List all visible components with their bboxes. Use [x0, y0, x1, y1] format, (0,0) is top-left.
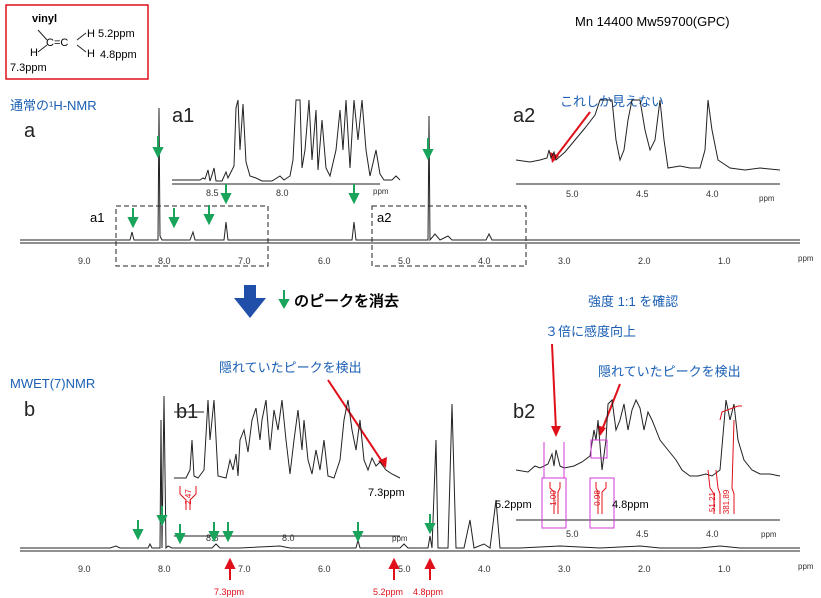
b2-integral-4: 381.89	[722, 489, 731, 514]
a-tick-2: 2.0	[638, 256, 651, 266]
panel-a-box2-label: a2	[377, 210, 391, 225]
b-tick-7: 7.0	[238, 564, 251, 574]
panel-a-label: a	[24, 120, 36, 142]
b1-ppm: ppm	[392, 534, 408, 543]
b-tick-5: 5.0	[398, 564, 411, 574]
vinyl-title: vinyl	[32, 13, 57, 25]
b-tick-9: 9.0	[78, 564, 91, 574]
panel-a-axis-ticks: 9.0 8.0 7.0 6.0 5.0 4.0 3.0 2.0 1.0 ppm	[78, 254, 814, 266]
panel-b-method: MWET(7)NMR	[10, 376, 95, 391]
panel-a-box-a1	[115, 205, 269, 267]
panel-b-note-left-arrow	[327, 379, 387, 468]
panel-a-spectrum	[20, 107, 800, 244]
b2-tick-45: 4.5	[636, 529, 649, 539]
a-tick-1: 1.0	[718, 256, 731, 266]
b-tick-4: 4.0	[478, 564, 491, 574]
polymer-info: Mn 14400 Mw59700(GPC)	[575, 14, 730, 29]
panel-b-axis-ticks: 9.0 8.0 7.0 6.0 5.0 4.0 3.0 2.0 1.0 ppm	[78, 562, 814, 574]
panel-a-box1-label: a1	[90, 210, 104, 225]
panel-a-box-a2	[371, 205, 527, 267]
b-ppm: ppm	[798, 562, 814, 571]
a-tick-5: 5.0	[398, 256, 411, 266]
panel-b-note-right: 隠れていたピークを検出	[598, 364, 741, 379]
vinyl-h-right-top: H	[87, 28, 95, 40]
panel-a-method: 通常の¹H-NMR	[10, 98, 97, 113]
panel-b-inset2: 5.0 4.5 4.0 ppm 1.00 0.98 51.21 381.89 5…	[495, 398, 781, 539]
a2-tick-45: 4.5	[636, 189, 649, 199]
panel-b-green-arrows	[132, 506, 436, 545]
b-tick-8: 8.0	[158, 564, 171, 574]
a-tick-8: 8.0	[158, 256, 171, 266]
panel-b-inset1: 7.3ppm 2.47	[174, 399, 405, 510]
b2-integral-curves	[549, 405, 742, 514]
bottom-mark-1: 7.3ppm	[214, 587, 244, 597]
b2-shift-right: 4.8ppm	[612, 499, 649, 511]
b2-magenta-markers	[541, 439, 615, 529]
a1-tick-85: 8.5	[206, 188, 219, 198]
b1-integral	[179, 486, 197, 510]
b2-ppm: ppm	[761, 530, 777, 539]
panel-a-inset1: 8.5 8.0 ppm	[172, 99, 401, 198]
panel-a-inset2-label: a2	[513, 105, 535, 127]
bottom-red-arrows	[224, 557, 436, 580]
sensitivity-text: ３倍に感度向上	[545, 324, 636, 339]
a1-tick-80: 8.0	[276, 188, 289, 198]
a-ppm: ppm	[798, 254, 814, 263]
panel-b-inset2-label: b2	[513, 401, 535, 423]
a2-ppm: ppm	[759, 194, 775, 203]
panel-a-note-arrow	[550, 111, 591, 163]
vinyl-shift-left: 7.3ppm	[10, 62, 47, 74]
confirm-arrow	[551, 343, 561, 437]
b1-tick-80: 8.0	[282, 533, 295, 543]
bottom-mark-2: 5.2ppm	[373, 587, 403, 597]
b2-tick-50: 5.0	[566, 529, 579, 539]
panel-a-green-arrows	[127, 136, 434, 229]
a-tick-6: 6.0	[318, 256, 331, 266]
b2-integral-3: 51.21	[708, 491, 717, 512]
b1-integral-value: 2.47	[184, 489, 193, 505]
middle-text: のピークを消去	[294, 292, 399, 310]
small-green-arrow-icon	[278, 290, 290, 310]
confirm-text: 強度 1:1 を確認	[588, 294, 678, 309]
a-tick-9: 9.0	[78, 256, 91, 266]
b-tick-1: 1.0	[718, 564, 731, 574]
b2-shift-left: 5.2ppm	[495, 499, 532, 511]
panel-a-inset2: 5.0 4.5 4.0 ppm	[515, 99, 781, 203]
b1-shift: 7.3ppm	[368, 487, 405, 499]
a-tick-3: 3.0	[558, 256, 571, 266]
vinyl-structure-box: vinyl C=C H H H 5.2ppm 4.8ppm 7.3ppm	[5, 4, 149, 80]
vinyl-h-left: H	[30, 47, 38, 59]
b-tick-2: 2.0	[638, 564, 651, 574]
a-tick-7: 7.0	[238, 256, 251, 266]
panel-b-label: b	[24, 399, 35, 421]
b-tick-6: 6.0	[318, 564, 331, 574]
vinyl-h-right-bottom: H	[87, 48, 95, 60]
bottom-mark-3: 4.8ppm	[413, 587, 443, 597]
panel-a-inset1-label: a1	[172, 105, 194, 127]
vinyl-shift-bottom: 4.8ppm	[100, 49, 137, 61]
panel-b-spectrum	[20, 395, 800, 552]
panel-b-note-left: 隠れていたピークを検出	[219, 360, 362, 375]
vinyl-shift-top: 5.2ppm	[98, 28, 135, 40]
b-tick-3: 3.0	[558, 564, 571, 574]
b2-tick-40: 4.0	[706, 529, 719, 539]
a1-ppm: ppm	[373, 187, 389, 196]
down-arrow-icon	[234, 285, 266, 318]
a2-tick-40: 4.0	[706, 189, 719, 199]
a2-tick-50: 5.0	[566, 189, 579, 199]
vinyl-bond: C=C	[46, 37, 68, 49]
a-tick-4: 4.0	[478, 256, 491, 266]
